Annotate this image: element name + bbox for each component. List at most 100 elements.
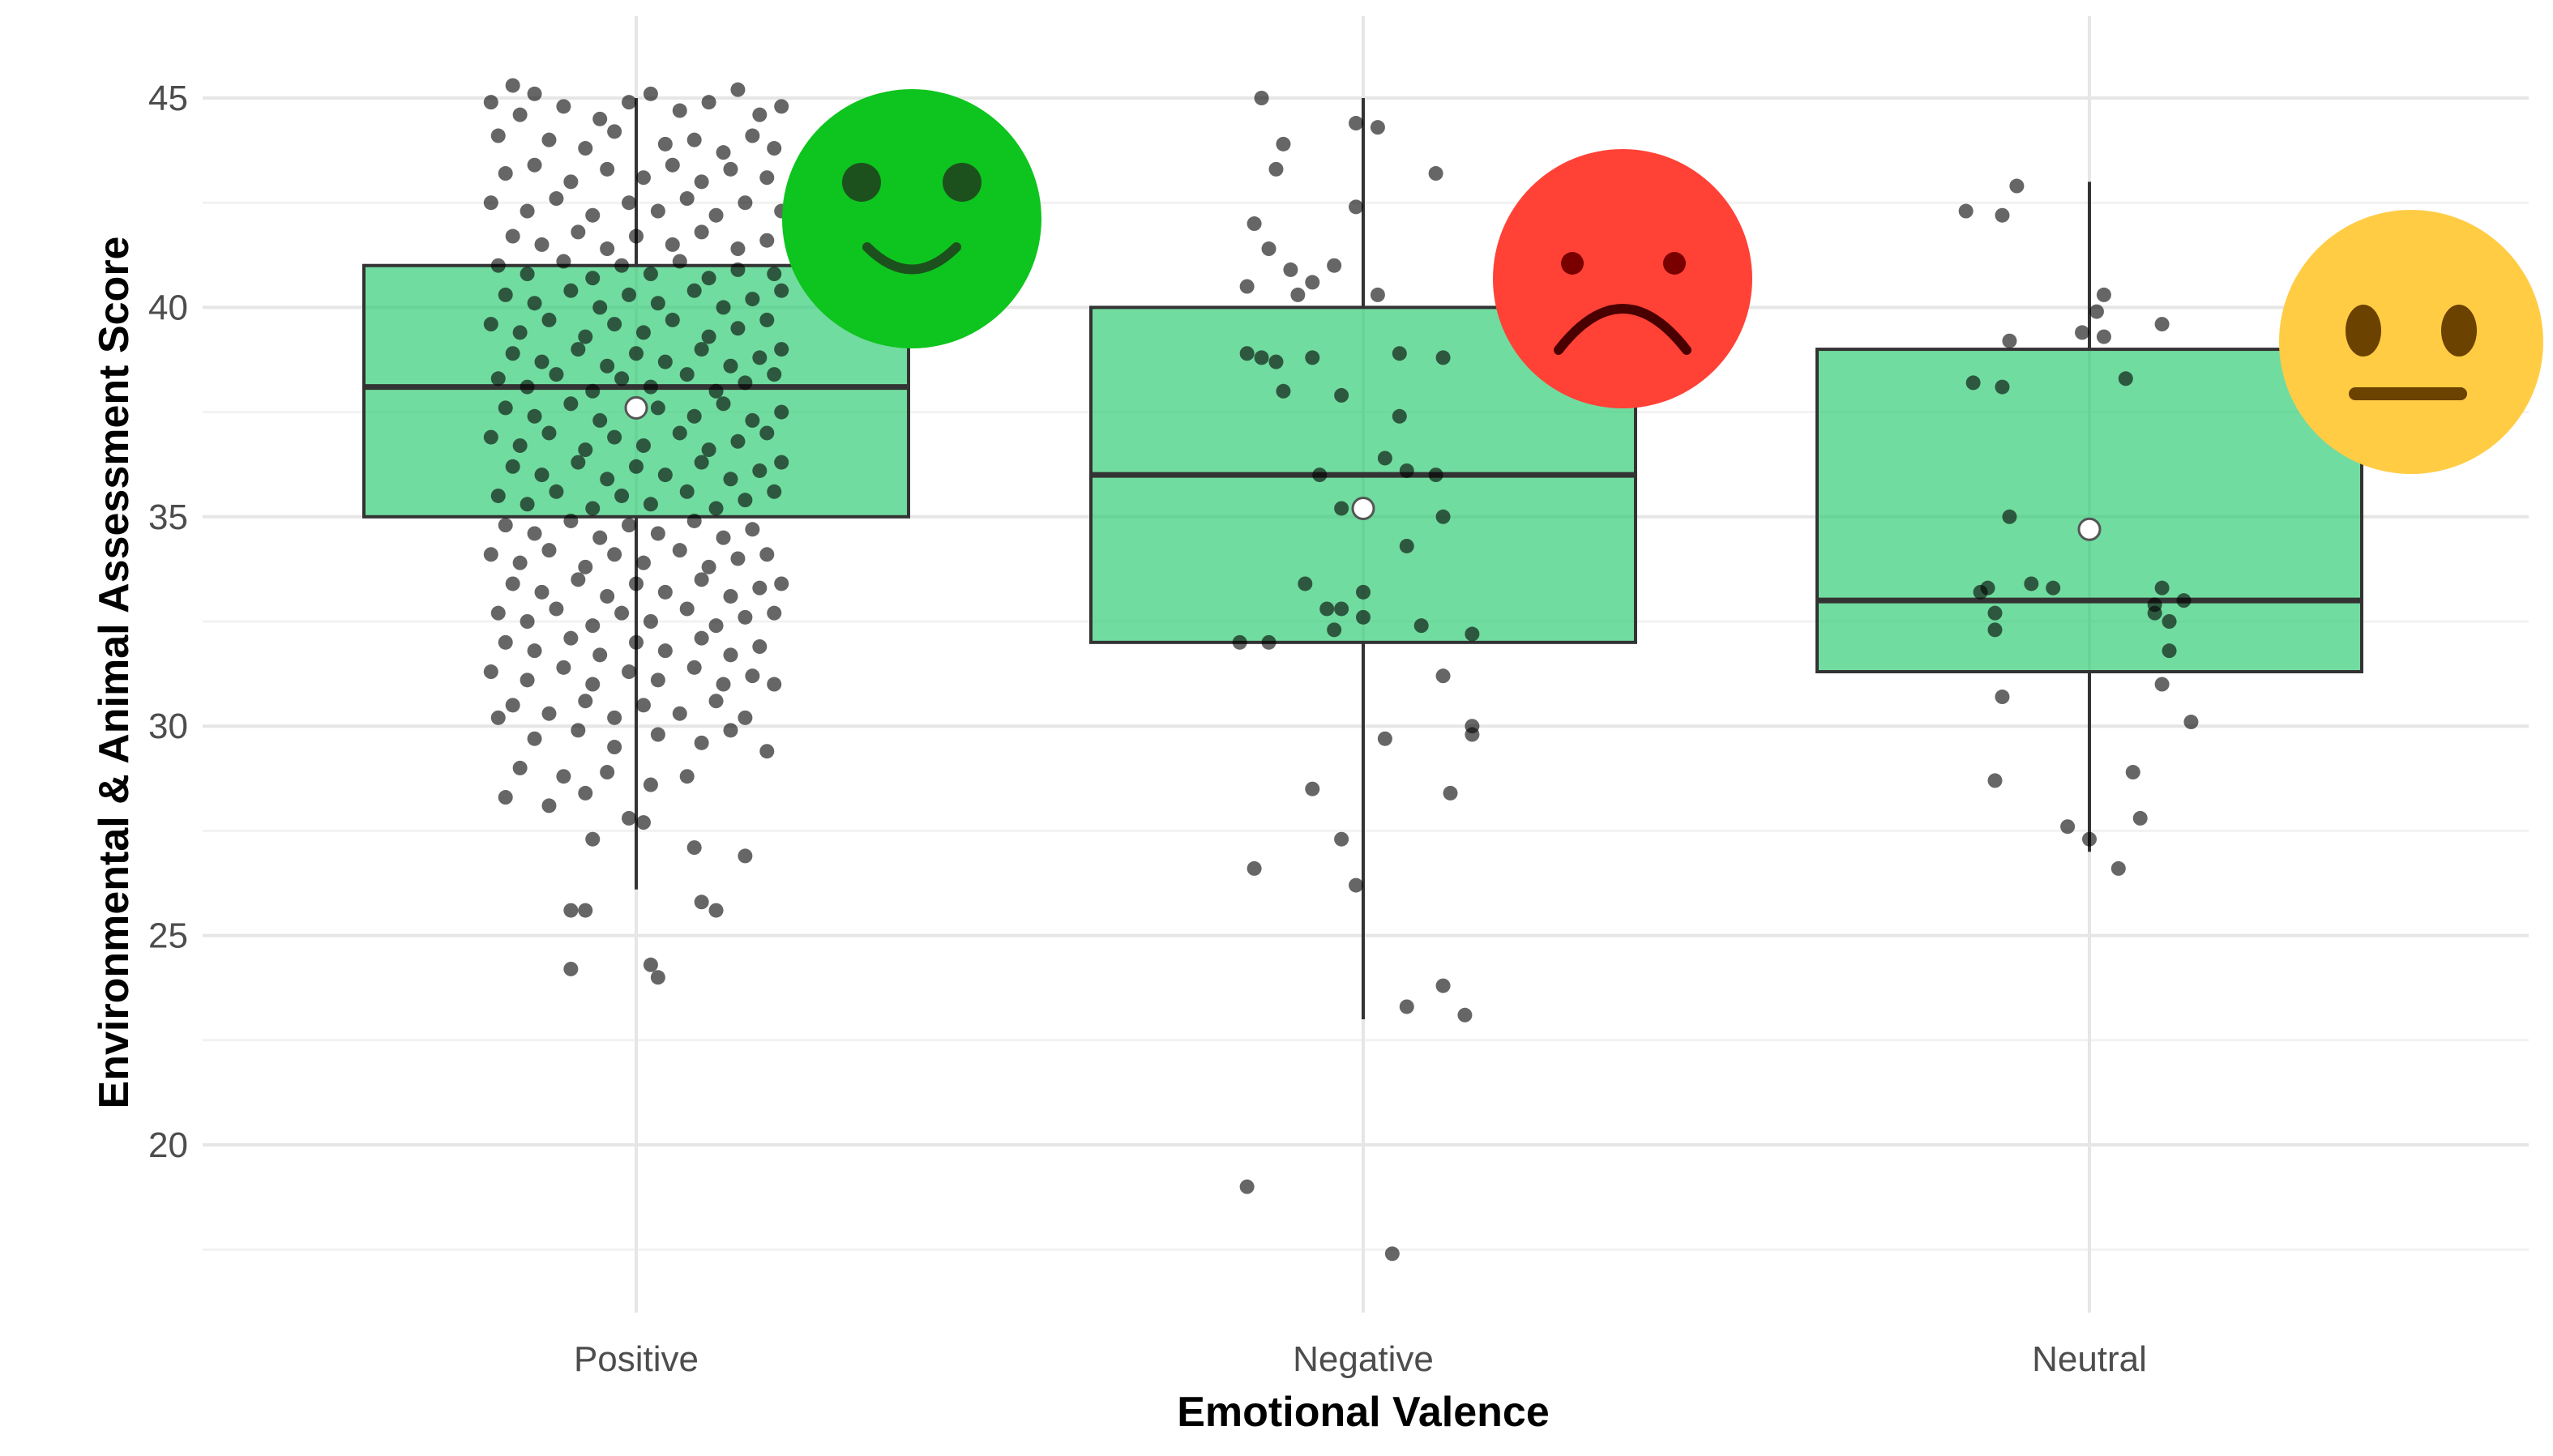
data-point [585,271,601,286]
data-point [1443,785,1458,801]
data-point [730,82,746,97]
data-point [745,522,760,537]
data-point [672,103,687,118]
data-point [730,433,746,449]
data-point [592,530,608,545]
data-point [1283,262,1298,277]
data-point [716,677,731,692]
data-point [549,484,564,499]
data-point [1428,468,1443,483]
data-point [767,484,782,499]
data-point [585,383,601,399]
data-point [629,459,644,474]
data-point [767,367,782,382]
data-point [512,325,528,340]
data-point [490,605,506,621]
data-point [2096,329,2111,344]
data-point [2154,580,2170,596]
data-point [1435,509,1451,524]
data-point [723,161,738,177]
data-point [752,463,768,478]
data-point [512,555,528,570]
data-point [622,664,637,680]
box-neutral [1815,348,2363,674]
data-point [774,576,789,591]
data-point [2002,509,2017,524]
data-point [622,95,637,110]
data-point [1298,576,1313,591]
data-point [534,584,550,600]
data-point [2147,605,2162,621]
data-point [694,895,709,910]
data-point [1995,379,2010,395]
data-point [723,588,738,604]
data-point [701,442,716,458]
data-point [679,367,695,382]
data-point [686,132,702,147]
data-point [708,501,724,516]
data-point [563,630,579,646]
data-point [650,526,665,541]
data-point [657,584,673,600]
data-point [541,312,557,327]
data-point [1268,354,1284,369]
data-point [2162,643,2177,659]
data-point [1995,207,2010,223]
data-point [629,576,644,591]
data-point [672,254,687,269]
data-point [1312,468,1328,483]
data-point [614,258,630,273]
x-axis-title: Emotional Valence [1177,1389,1550,1436]
data-point [1987,605,2003,621]
data-point [1457,1007,1473,1023]
mean-marker [2077,517,2102,541]
data-point [738,493,753,508]
data-point [1276,383,1291,399]
data-point [730,551,746,566]
data-point [520,267,535,282]
data-point [527,296,542,311]
data-point [549,367,564,382]
data-point [643,777,658,792]
data-point [505,698,520,713]
data-point [541,132,557,147]
data-point [1384,1246,1400,1262]
data-point [1377,731,1392,746]
data-point [759,425,775,441]
data-point [483,547,498,562]
data-point [578,903,593,918]
data-point [505,346,520,361]
data-point [527,731,542,746]
data-point [578,329,593,344]
data-point [1305,350,1320,365]
mean-marker [1351,496,1375,520]
data-point [607,124,622,139]
data-point [701,271,716,286]
data-point [738,609,753,625]
data-point [643,379,658,395]
data-point [571,723,586,738]
data-point [1435,978,1451,993]
data-point [483,317,498,332]
data-point [730,321,746,336]
data-point [556,660,571,675]
data-point [1392,346,1407,361]
happy-face-icon [782,89,1041,348]
data-point [571,455,586,470]
data-point [1428,166,1443,181]
data-point [592,111,608,126]
data-point [738,195,753,211]
data-point [657,468,673,483]
data-point [541,798,557,813]
data-point [738,375,753,391]
data-point [563,513,579,528]
data-point [694,224,709,240]
data-point [672,425,687,441]
data-point [1239,346,1255,361]
data-point [541,543,557,558]
data-point [745,668,760,684]
data-point [600,588,615,604]
data-point [672,543,687,558]
data-point [534,354,550,369]
data-point [1377,450,1392,466]
